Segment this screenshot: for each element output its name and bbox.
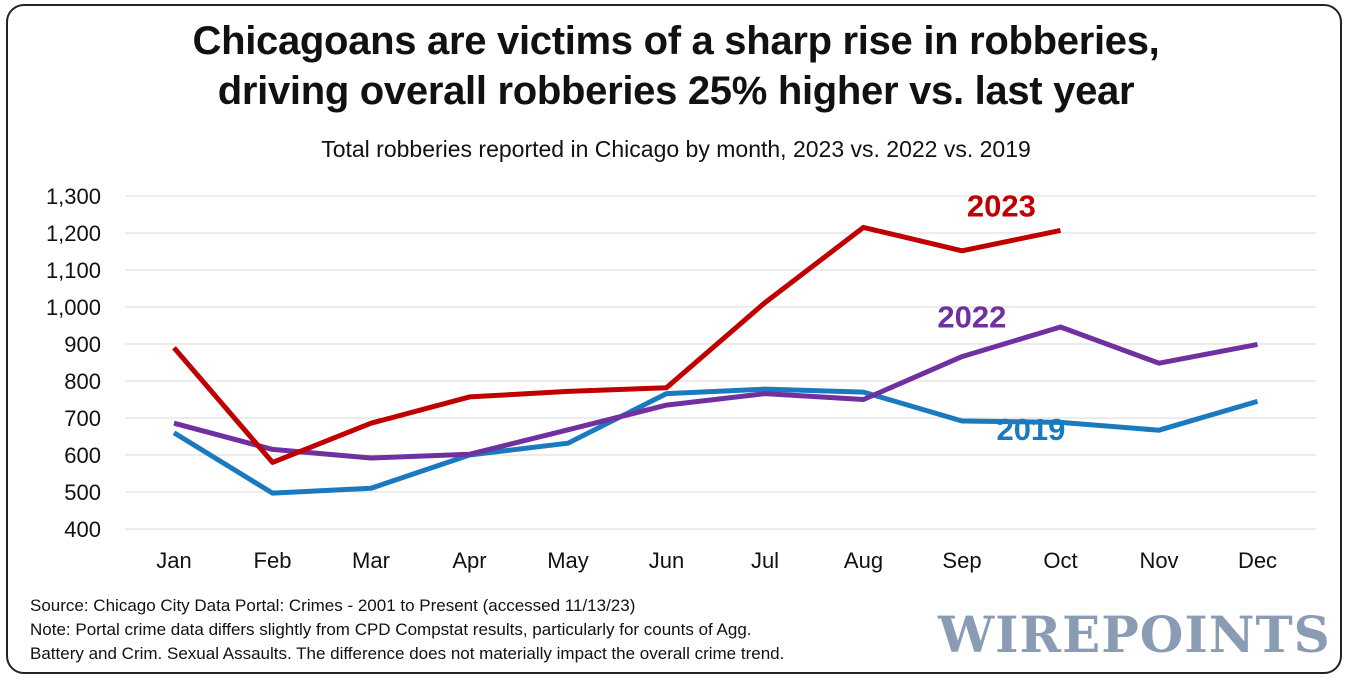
- x-tick-label: Nov: [1139, 548, 1178, 573]
- y-tick-label: 400: [64, 517, 101, 542]
- x-tick-label: Dec: [1238, 548, 1277, 573]
- wirepoints-logo: WIREPOINTS: [938, 605, 1331, 664]
- y-tick-label: 1,200: [46, 221, 101, 246]
- x-tick-label: Jan: [156, 548, 191, 573]
- y-tick-label: 600: [64, 443, 101, 468]
- note-line-2: Battery and Crim. Sexual Assaults. The d…: [30, 644, 785, 663]
- x-tick-label: Jul: [751, 548, 779, 573]
- chart-title: Chicagoans are victims of a sharp rise i…: [0, 16, 1352, 116]
- x-tick-label: Jun: [649, 548, 684, 573]
- y-tick-label: 800: [64, 369, 101, 394]
- note-line-1: Note: Portal crime data differs slightly…: [30, 620, 752, 639]
- series-label-2023: 2023: [967, 188, 1036, 223]
- series-label-2022: 2022: [937, 300, 1006, 335]
- series-line-2022: [173, 324, 1258, 461]
- x-tick-label: Aug: [844, 548, 883, 573]
- x-tick-label: Apr: [452, 548, 486, 573]
- x-tick-label: May: [547, 548, 589, 573]
- title-line-1: Chicagoans are victims of a sharp rise i…: [192, 19, 1160, 63]
- title-line-2: driving overall robberies 25% higher vs.…: [217, 69, 1135, 113]
- series-line-2019: [172, 386, 1259, 496]
- x-tick-label: Mar: [352, 548, 390, 573]
- y-tick-label: 1,000: [46, 295, 101, 320]
- x-tick-label: Feb: [254, 548, 292, 573]
- x-tick-label: Oct: [1043, 548, 1077, 573]
- chart-subtitle: Total robberies reported in Chicago by m…: [321, 136, 1031, 162]
- y-tick-label: 1,300: [46, 184, 101, 209]
- y-tick-label: 700: [64, 406, 101, 431]
- x-tick-label: Sep: [942, 548, 981, 573]
- chart-frame: [6, 4, 1342, 674]
- notes-block: Source: Chicago City Data Portal: Crimes…: [30, 594, 784, 666]
- series-line-2023: [172, 224, 1062, 465]
- y-tick-label: 1,100: [46, 258, 101, 283]
- y-tick-label: 500: [64, 480, 101, 505]
- series-label-2019: 2019: [996, 412, 1065, 447]
- y-tick-label: 900: [64, 332, 101, 357]
- source-note: Source: Chicago City Data Portal: Crimes…: [30, 596, 636, 615]
